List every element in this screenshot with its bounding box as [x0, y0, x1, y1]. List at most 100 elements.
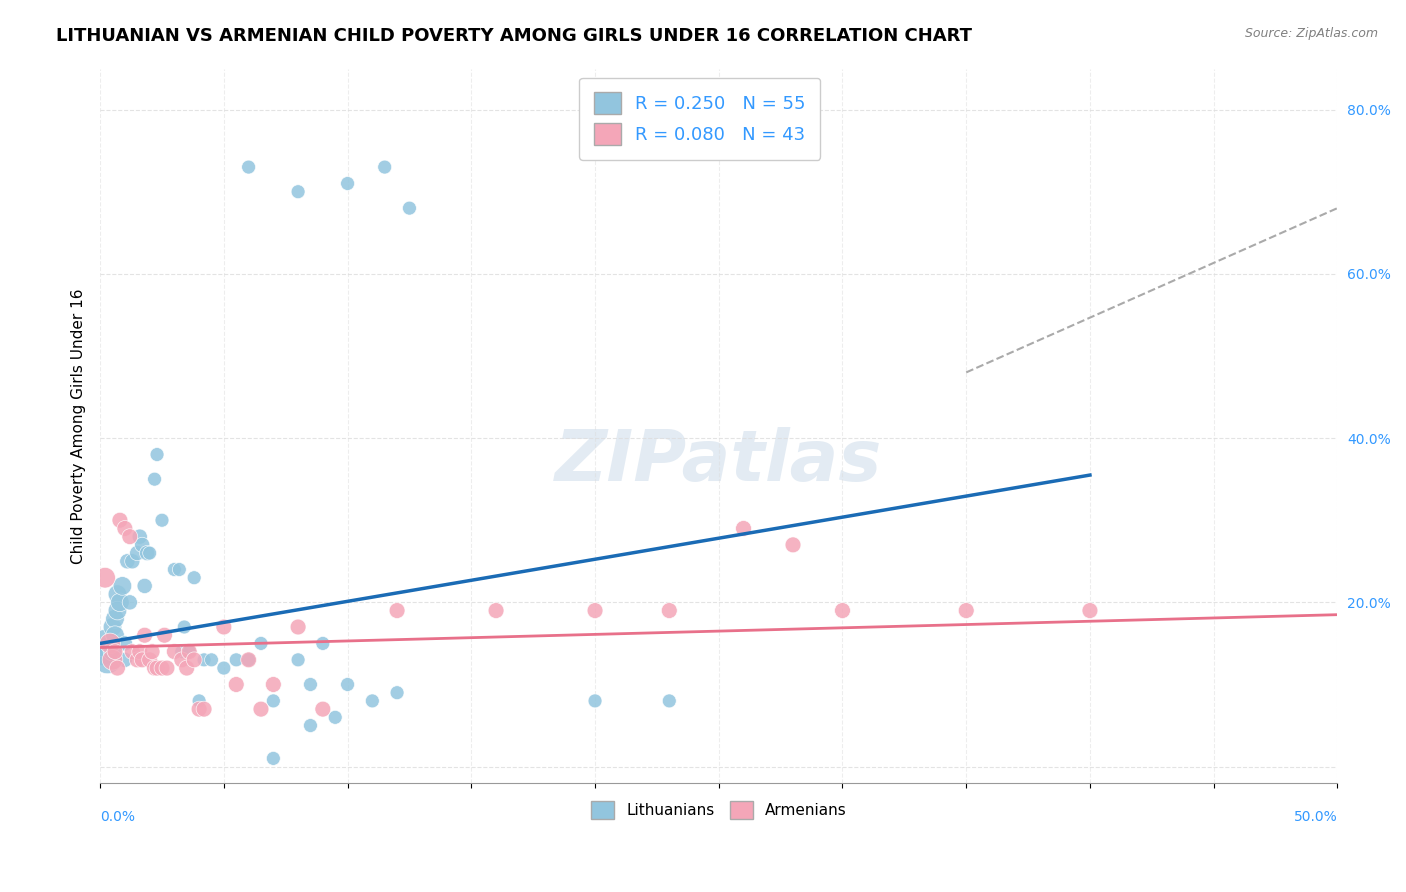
Point	[238, 653, 260, 667]
Point	[127, 653, 149, 667]
Point	[374, 160, 396, 174]
Point	[299, 677, 322, 691]
Point	[170, 645, 193, 659]
Point	[312, 636, 335, 650]
Point	[111, 579, 134, 593]
Point	[150, 661, 173, 675]
Point	[127, 546, 149, 560]
Point	[179, 645, 201, 659]
Point	[583, 603, 606, 617]
Point	[188, 694, 211, 708]
Point	[385, 603, 408, 617]
Point	[287, 185, 309, 199]
Point	[114, 521, 136, 535]
Point	[143, 661, 166, 675]
Y-axis label: Child Poverty Among Girls Under 16: Child Poverty Among Girls Under 16	[72, 288, 86, 564]
Text: LITHUANIAN VS ARMENIAN CHILD POVERTY AMONG GIRLS UNDER 16 CORRELATION CHART: LITHUANIAN VS ARMENIAN CHILD POVERTY AMO…	[56, 27, 972, 45]
Point	[782, 538, 804, 552]
Point	[287, 620, 309, 634]
Point	[262, 694, 284, 708]
Point	[118, 530, 141, 544]
Point	[250, 702, 273, 716]
Point	[583, 694, 606, 708]
Point	[156, 661, 179, 675]
Point	[225, 677, 247, 691]
Point	[141, 645, 163, 659]
Point	[225, 653, 247, 667]
Point	[176, 661, 198, 675]
Point	[188, 702, 211, 716]
Point	[485, 603, 508, 617]
Point	[323, 710, 346, 724]
Text: ZIPatlas: ZIPatlas	[555, 427, 883, 496]
Point	[98, 636, 121, 650]
Point	[104, 628, 127, 642]
Point	[131, 538, 153, 552]
Text: Source: ZipAtlas.com: Source: ZipAtlas.com	[1244, 27, 1378, 40]
Point	[134, 579, 156, 593]
Point	[238, 160, 260, 174]
Point	[136, 546, 159, 560]
Point	[212, 620, 235, 634]
Point	[108, 595, 131, 609]
Point	[107, 587, 129, 601]
Point	[118, 595, 141, 609]
Point	[831, 603, 853, 617]
Point	[170, 653, 193, 667]
Point	[193, 653, 215, 667]
Point	[262, 751, 284, 765]
Point	[94, 571, 117, 585]
Point	[146, 661, 169, 675]
Point	[1078, 603, 1101, 617]
Point	[131, 653, 153, 667]
Point	[107, 603, 129, 617]
Point	[91, 645, 114, 659]
Point	[183, 653, 205, 667]
Point	[121, 645, 143, 659]
Point	[104, 645, 127, 659]
Point	[287, 653, 309, 667]
Point	[138, 653, 160, 667]
Text: 50.0%: 50.0%	[1294, 810, 1337, 824]
Point	[398, 201, 420, 215]
Point	[104, 612, 127, 626]
Point	[107, 661, 129, 675]
Point	[153, 628, 176, 642]
Point	[101, 620, 124, 634]
Point	[114, 636, 136, 650]
Point	[200, 653, 222, 667]
Legend: Lithuanians, Armenians: Lithuanians, Armenians	[585, 795, 852, 825]
Point	[121, 554, 143, 568]
Point	[163, 562, 186, 576]
Point	[150, 513, 173, 527]
Point	[128, 530, 150, 544]
Point	[336, 177, 359, 191]
Point	[101, 645, 124, 659]
Point	[733, 521, 755, 535]
Point	[169, 562, 191, 576]
Point	[96, 653, 118, 667]
Point	[658, 694, 681, 708]
Point	[183, 571, 205, 585]
Point	[138, 546, 160, 560]
Point	[114, 653, 136, 667]
Point	[163, 645, 186, 659]
Point	[262, 677, 284, 691]
Point	[173, 620, 195, 634]
Point	[117, 554, 139, 568]
Point	[312, 702, 335, 716]
Point	[193, 702, 215, 716]
Point	[955, 603, 977, 617]
Point	[134, 628, 156, 642]
Point	[179, 645, 201, 659]
Point	[361, 694, 384, 708]
Point	[212, 661, 235, 675]
Text: 0.0%: 0.0%	[100, 810, 135, 824]
Point	[143, 472, 166, 486]
Point	[101, 653, 124, 667]
Point	[385, 686, 408, 700]
Point	[128, 645, 150, 659]
Point	[94, 636, 117, 650]
Point	[108, 513, 131, 527]
Point	[146, 448, 169, 462]
